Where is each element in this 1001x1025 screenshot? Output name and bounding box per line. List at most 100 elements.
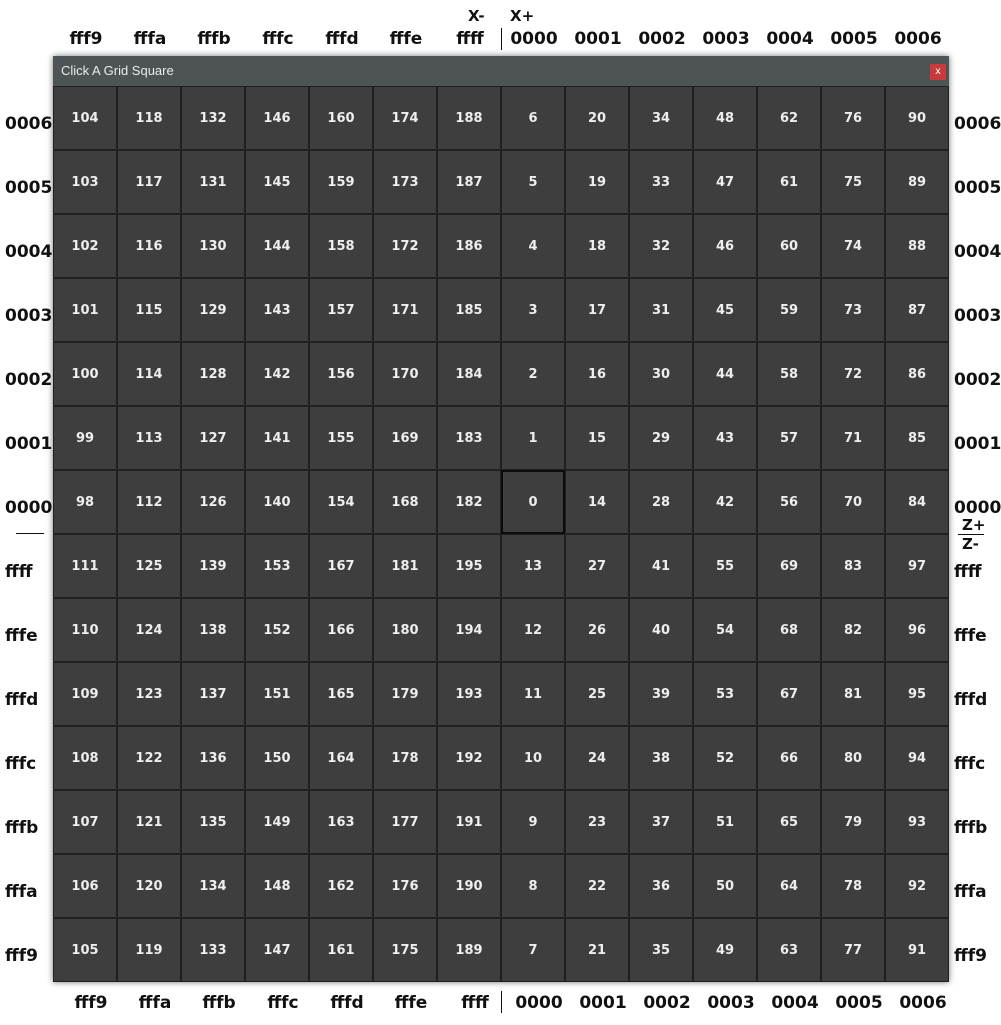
grid-square[interactable]: 185 xyxy=(437,278,501,342)
grid-square[interactable]: 181 xyxy=(373,534,437,598)
grid-square[interactable]: 133 xyxy=(181,918,245,982)
grid-square[interactable]: 128 xyxy=(181,342,245,406)
grid-square[interactable]: 36 xyxy=(629,854,693,918)
grid-square[interactable]: 89 xyxy=(885,150,949,214)
grid-square[interactable]: 45 xyxy=(693,278,757,342)
grid-square[interactable]: 131 xyxy=(181,150,245,214)
grid-square[interactable]: 130 xyxy=(181,214,245,278)
grid-square[interactable]: 70 xyxy=(821,470,885,534)
grid-square[interactable]: 141 xyxy=(245,406,309,470)
grid-square[interactable]: 34 xyxy=(629,86,693,150)
grid-square[interactable]: 170 xyxy=(373,342,437,406)
grid-square[interactable]: 68 xyxy=(757,598,821,662)
grid-square[interactable]: 104 xyxy=(53,86,117,150)
grid-square[interactable]: 139 xyxy=(181,534,245,598)
grid-square[interactable]: 143 xyxy=(245,278,309,342)
grid-square[interactable]: 25 xyxy=(565,662,629,726)
grid-square[interactable]: 183 xyxy=(437,406,501,470)
grid-square[interactable]: 102 xyxy=(53,214,117,278)
grid-square[interactable]: 6 xyxy=(501,86,565,150)
grid-square[interactable]: 76 xyxy=(821,86,885,150)
grid-square[interactable]: 49 xyxy=(693,918,757,982)
grid-square[interactable]: 50 xyxy=(693,854,757,918)
grid-square[interactable]: 41 xyxy=(629,534,693,598)
grid-square[interactable]: 7 xyxy=(501,918,565,982)
grid-square[interactable]: 2 xyxy=(501,342,565,406)
grid-square[interactable]: 74 xyxy=(821,214,885,278)
grid-square[interactable]: 163 xyxy=(309,790,373,854)
grid-square[interactable]: 171 xyxy=(373,278,437,342)
grid-square[interactable]: 105 xyxy=(53,918,117,982)
grid-square[interactable]: 0 xyxy=(501,470,565,534)
grid-square[interactable]: 72 xyxy=(821,342,885,406)
grid-square[interactable]: 108 xyxy=(53,726,117,790)
grid-square[interactable]: 65 xyxy=(757,790,821,854)
grid-square[interactable]: 175 xyxy=(373,918,437,982)
grid-square[interactable]: 160 xyxy=(309,86,373,150)
grid-square[interactable]: 84 xyxy=(885,470,949,534)
grid-square[interactable]: 172 xyxy=(373,214,437,278)
grid-square[interactable]: 167 xyxy=(309,534,373,598)
grid-square[interactable]: 54 xyxy=(693,598,757,662)
grid-square[interactable]: 125 xyxy=(117,534,181,598)
grid-square[interactable]: 18 xyxy=(565,214,629,278)
grid-square[interactable]: 189 xyxy=(437,918,501,982)
dialog-titlebar[interactable]: Click A Grid Square x xyxy=(53,56,949,86)
grid-square[interactable]: 123 xyxy=(117,662,181,726)
grid-square[interactable]: 97 xyxy=(885,534,949,598)
grid-square[interactable]: 86 xyxy=(885,342,949,406)
grid-square[interactable]: 63 xyxy=(757,918,821,982)
grid-square[interactable]: 126 xyxy=(181,470,245,534)
grid-square[interactable]: 48 xyxy=(693,86,757,150)
grid-square[interactable]: 124 xyxy=(117,598,181,662)
grid-square[interactable]: 20 xyxy=(565,86,629,150)
grid-square[interactable]: 192 xyxy=(437,726,501,790)
grid-square[interactable]: 3 xyxy=(501,278,565,342)
grid-square[interactable]: 178 xyxy=(373,726,437,790)
grid-square[interactable]: 140 xyxy=(245,470,309,534)
grid-square[interactable]: 144 xyxy=(245,214,309,278)
grid-square[interactable]: 112 xyxy=(117,470,181,534)
grid-square[interactable]: 23 xyxy=(565,790,629,854)
grid-square[interactable]: 85 xyxy=(885,406,949,470)
grid-square[interactable]: 87 xyxy=(885,278,949,342)
grid-square[interactable]: 157 xyxy=(309,278,373,342)
grid-square[interactable]: 179 xyxy=(373,662,437,726)
grid-square[interactable]: 190 xyxy=(437,854,501,918)
grid-square[interactable]: 111 xyxy=(53,534,117,598)
grid-square[interactable]: 145 xyxy=(245,150,309,214)
grid-square[interactable]: 109 xyxy=(53,662,117,726)
grid-square[interactable]: 150 xyxy=(245,726,309,790)
grid-square[interactable]: 60 xyxy=(757,214,821,278)
grid-square[interactable]: 118 xyxy=(117,86,181,150)
grid-square[interactable]: 107 xyxy=(53,790,117,854)
grid-square[interactable]: 64 xyxy=(757,854,821,918)
grid-square[interactable]: 117 xyxy=(117,150,181,214)
grid-square[interactable]: 168 xyxy=(373,470,437,534)
grid-square[interactable]: 77 xyxy=(821,918,885,982)
grid-square[interactable]: 169 xyxy=(373,406,437,470)
grid-square[interactable]: 122 xyxy=(117,726,181,790)
grid-square[interactable]: 162 xyxy=(309,854,373,918)
grid-square[interactable]: 78 xyxy=(821,854,885,918)
grid-square[interactable]: 57 xyxy=(757,406,821,470)
grid-square[interactable]: 156 xyxy=(309,342,373,406)
grid-square[interactable]: 9 xyxy=(501,790,565,854)
grid-square[interactable]: 55 xyxy=(693,534,757,598)
grid-square[interactable]: 188 xyxy=(437,86,501,150)
grid-square[interactable]: 127 xyxy=(181,406,245,470)
grid-square[interactable]: 75 xyxy=(821,150,885,214)
grid-square[interactable]: 33 xyxy=(629,150,693,214)
grid-square[interactable]: 12 xyxy=(501,598,565,662)
grid-square[interactable]: 182 xyxy=(437,470,501,534)
grid-square[interactable]: 194 xyxy=(437,598,501,662)
grid-square[interactable]: 83 xyxy=(821,534,885,598)
grid-square[interactable]: 92 xyxy=(885,854,949,918)
grid-square[interactable]: 79 xyxy=(821,790,885,854)
grid-square[interactable]: 67 xyxy=(757,662,821,726)
grid-square[interactable]: 95 xyxy=(885,662,949,726)
grid-square[interactable]: 115 xyxy=(117,278,181,342)
grid-square[interactable]: 176 xyxy=(373,854,437,918)
grid-square[interactable]: 10 xyxy=(501,726,565,790)
grid-square[interactable]: 154 xyxy=(309,470,373,534)
